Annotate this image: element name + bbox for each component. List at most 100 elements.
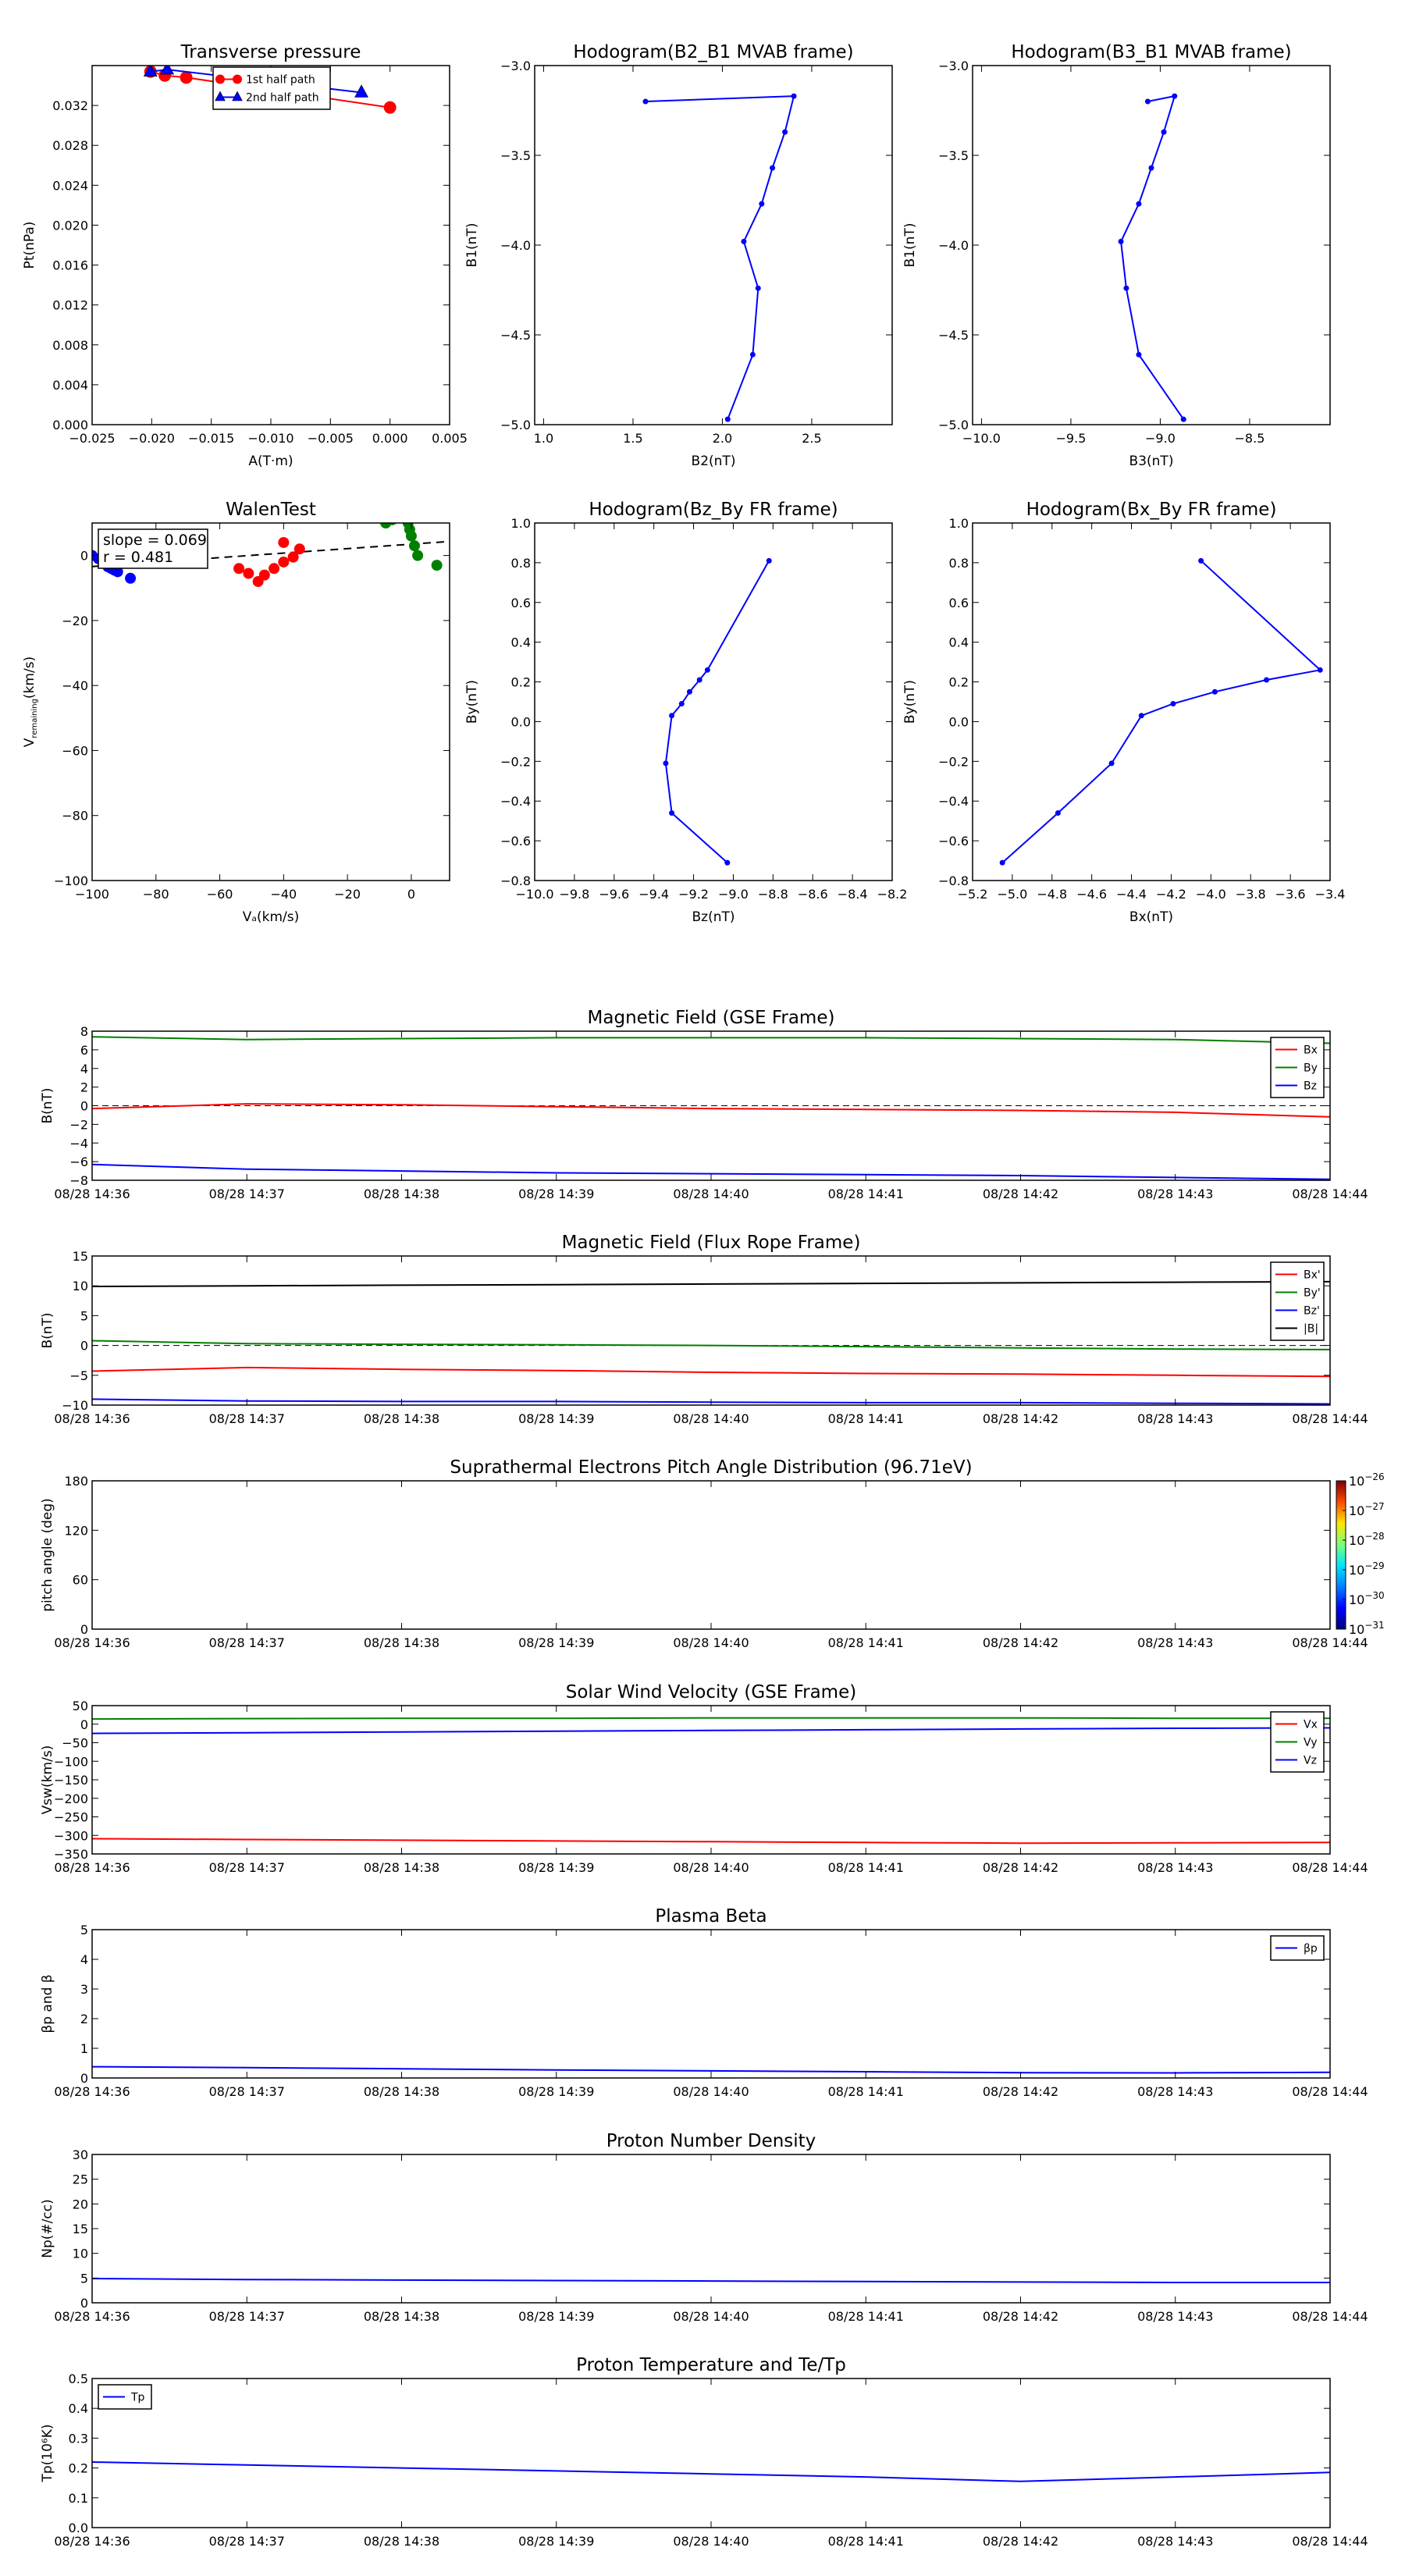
legend-label: Vx bbox=[1304, 1719, 1318, 1731]
data-point bbox=[724, 416, 731, 422]
data-point bbox=[397, 511, 407, 522]
y-tick-label: −250 bbox=[54, 1810, 88, 1825]
legend-label: Vy bbox=[1304, 1737, 1318, 1749]
x-tick-label: 08/28 14:36 bbox=[54, 1860, 130, 1875]
data-point bbox=[791, 93, 797, 99]
y-tick-label: −200 bbox=[54, 1791, 88, 1806]
y-tick-label: −4.0 bbox=[500, 238, 531, 253]
x-tick-label: 08/28 14:42 bbox=[983, 1635, 1058, 1650]
data-point bbox=[402, 523, 407, 524]
data-point bbox=[354, 84, 368, 98]
data-point bbox=[766, 557, 772, 564]
x-tick-label: −8.5 bbox=[1235, 431, 1265, 446]
x-tick-label: 08/28 14:44 bbox=[1292, 1635, 1368, 1650]
y-tick-label: 25 bbox=[73, 2172, 88, 2187]
annotation-r: r = 0.481 bbox=[103, 549, 173, 566]
x-tick-label: 08/28 14:44 bbox=[1292, 2084, 1368, 2099]
x-tick-label: 08/28 14:42 bbox=[983, 2534, 1058, 2549]
data-point bbox=[278, 556, 290, 568]
transverse-pressure-chart: Transverse pressure 0.000 0.004 0.008 0.012 0… bbox=[22, 42, 468, 469]
x-tick-label: −60 bbox=[207, 887, 233, 902]
x-axis-label: B3(nT) bbox=[1129, 454, 1174, 469]
y-tick-label: 3 bbox=[80, 1982, 88, 1997]
y-tick-label: 2 bbox=[80, 1080, 88, 1095]
y-tick-label: 0 bbox=[80, 1339, 88, 1354]
data-point bbox=[1148, 165, 1154, 171]
y-tick-label: 4 bbox=[80, 1952, 88, 1967]
solar-wind-velocity-chart: Solar Wind Velocity (GSE Frame) −350 −300 −… bbox=[40, 1682, 1368, 1875]
x-tick-label: 08/28 14:38 bbox=[364, 1860, 439, 1875]
series-2 bbox=[92, 1727, 1330, 1735]
x-tick-label: 0 bbox=[407, 887, 415, 902]
y-axis-label: pitch angle (deg) bbox=[40, 1498, 55, 1612]
annotation-slope: slope = 0.069 bbox=[103, 532, 207, 549]
x-tick-label: 08/28 14:41 bbox=[828, 2309, 904, 2324]
y-axis-label: Vsw(km/s) bbox=[40, 1745, 55, 1815]
x-tick-label: −4.6 bbox=[1076, 887, 1107, 902]
x-tick-label: 08/28 14:40 bbox=[673, 1411, 749, 1426]
plot-frame bbox=[91, 65, 450, 425]
data-point bbox=[669, 713, 675, 719]
data-point bbox=[1136, 351, 1142, 358]
plot-frame bbox=[534, 522, 893, 881]
legend-label: Vz bbox=[1304, 1755, 1317, 1767]
plot-frame bbox=[91, 1480, 1331, 1630]
y-tick-label: 0.020 bbox=[52, 218, 88, 233]
x-tick-label: 1.5 bbox=[623, 431, 642, 446]
y-tick-label: 5 bbox=[80, 2271, 88, 2286]
y-tick-label: 0.4 bbox=[69, 2401, 88, 2416]
data-point bbox=[1264, 677, 1270, 683]
plot-area bbox=[642, 93, 797, 422]
x-tick-label: 08/28 14:44 bbox=[1292, 2534, 1368, 2549]
x-tick-label: −9.8 bbox=[559, 887, 589, 902]
x-tick-label: −10.0 bbox=[962, 431, 1001, 446]
data-point bbox=[642, 98, 649, 105]
legend-label: Bx' bbox=[1304, 1269, 1321, 1282]
x-tick-label: 08/28 14:36 bbox=[54, 1635, 130, 1650]
plot-frame bbox=[91, 1929, 1331, 2079]
series-line bbox=[92, 2278, 1330, 2283]
x-tick-label: 08/28 14:40 bbox=[673, 2309, 749, 2324]
x-tick-label: 08/28 14:42 bbox=[983, 2309, 1058, 2324]
x-tick-label: −9.0 bbox=[1145, 431, 1176, 446]
y-tick-label: −0.2 bbox=[938, 754, 969, 769]
series-2 bbox=[380, 511, 443, 571]
y-tick-label: 0.2 bbox=[69, 2461, 88, 2476]
x-tick-label: 2.0 bbox=[713, 431, 732, 446]
x-tick-label: 08/28 14:37 bbox=[209, 1187, 285, 1201]
y-tick-label: 1.0 bbox=[511, 516, 531, 531]
x-tick-label: 08/28 14:36 bbox=[54, 2309, 130, 2324]
y-tick-label: 0.0 bbox=[69, 2521, 88, 2535]
data-point bbox=[1108, 760, 1115, 767]
hodogram-bzby-chart: Hodogram(Bz_By FR frame) −0.8 −0.6 −0.4 −0.2… bbox=[464, 500, 907, 925]
colorbar-base: 10 bbox=[1349, 1533, 1364, 1548]
series-line bbox=[1001, 560, 1322, 863]
y-tick-label: 0 bbox=[80, 549, 88, 564]
y-tick-label: −0.4 bbox=[500, 794, 531, 809]
x-axis-label: B2(nT) bbox=[692, 454, 736, 469]
hodogram-bxby-chart: Hodogram(Bx_By FR frame) −0.8 −0.6 −0.4 −0.2… bbox=[902, 500, 1345, 925]
y-tick-label: −3.0 bbox=[938, 59, 969, 73]
y-axis-label-main: B1(nT) bbox=[464, 223, 480, 268]
x-tick-label: 08/28 14:42 bbox=[983, 1860, 1058, 1875]
data-point bbox=[393, 523, 398, 524]
colorbar-base: 10 bbox=[1349, 1474, 1364, 1489]
plot-area bbox=[92, 1717, 1330, 1845]
x-tick-label: 08/28 14:44 bbox=[1292, 2309, 1368, 2324]
legend-label: Tp bbox=[130, 2392, 145, 2404]
data-point bbox=[724, 859, 731, 866]
y-tick-label: −2 bbox=[69, 1117, 88, 1132]
y-tick-label: 0.0 bbox=[511, 714, 531, 729]
y-axis-label: Vremaining(km/s) bbox=[22, 656, 39, 747]
chart-title: Plasma Beta bbox=[655, 1906, 767, 1927]
data-point bbox=[669, 809, 675, 816]
plot-frame bbox=[972, 65, 1331, 425]
x-tick-label: −4.0 bbox=[1196, 887, 1226, 902]
x-tick-label: −8.2 bbox=[877, 887, 908, 902]
y-tick-label: −8 bbox=[69, 1173, 88, 1188]
plot-area bbox=[92, 1036, 1330, 1180]
data-point bbox=[269, 563, 280, 575]
y-tick-label: −0.4 bbox=[938, 794, 969, 809]
x-tick-label: −8.4 bbox=[838, 887, 868, 902]
